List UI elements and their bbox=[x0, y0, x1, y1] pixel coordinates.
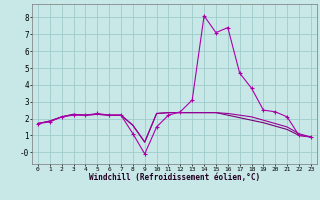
X-axis label: Windchill (Refroidissement éolien,°C): Windchill (Refroidissement éolien,°C) bbox=[89, 173, 260, 182]
